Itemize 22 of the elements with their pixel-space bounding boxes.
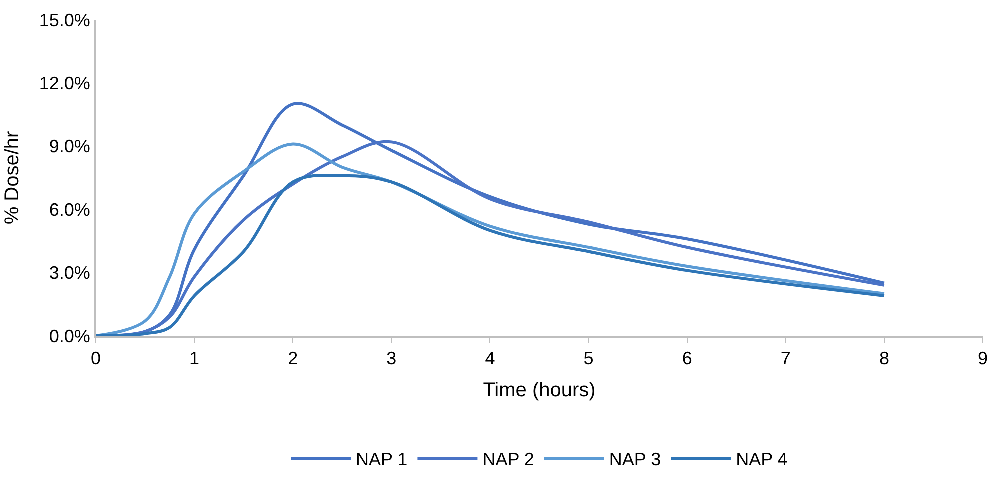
x-tick-label: 5 — [584, 348, 594, 369]
x-tick-label: 1 — [190, 348, 200, 369]
x-tick-label: 0 — [90, 348, 102, 369]
x-tick-label: 8 — [879, 348, 890, 369]
legend-label: NAP 4 — [736, 450, 788, 470]
legend-label: NAP 2 — [482, 450, 534, 470]
x-axis-title: Time (hours) — [483, 380, 596, 402]
y-tick-label: 3.0% — [49, 263, 90, 284]
y-axis-title: % Dose/hr — [1, 130, 24, 225]
y-tick-label: 6.0% — [49, 200, 90, 220]
x-tick-label: 2 — [288, 348, 298, 369]
x-tick-label: 3 — [386, 348, 397, 369]
legend-label: NAP 1 — [356, 450, 408, 470]
x-tick-label: 7 — [780, 348, 791, 369]
legend-label: NAP 3 — [609, 450, 662, 470]
x-tick-label: 9 — [978, 348, 988, 369]
y-tick-label: 9.0% — [49, 136, 90, 157]
y-tick-label: 15.0% — [39, 10, 90, 30]
y-tick-label: 12.0% — [39, 74, 90, 94]
y-tick-label: 0.0% — [49, 326, 90, 346]
x-tick-label: 6 — [682, 348, 692, 369]
x-tick-label: 4 — [485, 348, 496, 369]
